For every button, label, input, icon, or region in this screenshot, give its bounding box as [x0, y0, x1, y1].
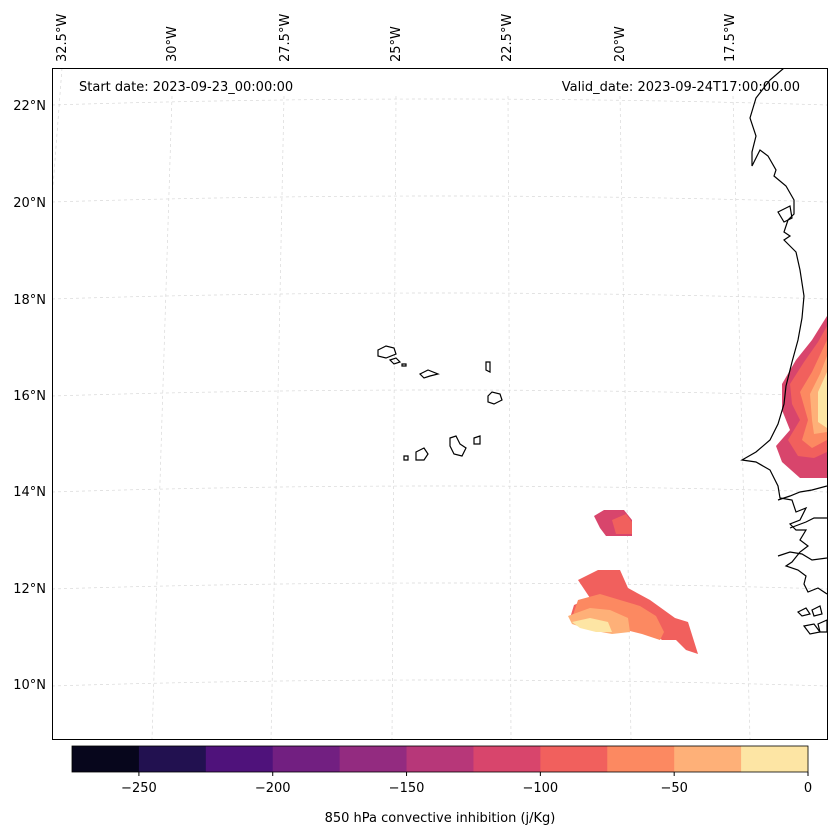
- lon-label-17.5w: 17.5°W: [723, 14, 738, 62]
- bissagos-island-4: [817, 619, 827, 633]
- island-fogo: [415, 447, 429, 461]
- cin-contour-level-6: [612, 514, 632, 534]
- colorbar: −250 −200 −150 −100 −50 0: [71, 745, 812, 796]
- cin-contour-level-4: [572, 618, 612, 632]
- colorbar-tick-label: −100: [523, 781, 559, 796]
- colorbar-segment: [540, 746, 608, 772]
- cin-contour-level-11: [818, 372, 827, 428]
- lon-label-22.5w: 22.5°W: [500, 14, 515, 62]
- valid-date-label: Valid_date: 2023-09-24T17:00:00.00: [562, 80, 800, 95]
- colorbar-segment: [607, 746, 675, 772]
- colorbar-tick-label: −200: [255, 781, 291, 796]
- colorbar-tick-label: 0: [804, 781, 812, 796]
- island-sao-vicente: [388, 357, 402, 365]
- casamance-coast: [789, 517, 827, 529]
- longitude-labels: 32.5°W 30°W 27.5°W 25°W 22.5°W 20°W 17.5…: [55, 14, 738, 62]
- lon-label-30w: 30°W: [165, 26, 180, 62]
- parallel-14n: [52, 485, 827, 493]
- lat-label-18n: 18°N: [13, 293, 46, 308]
- colorbar-tick-label: −50: [660, 781, 687, 796]
- parallel-10n: [52, 679, 827, 687]
- lat-label-20n: 20°N: [13, 196, 46, 211]
- island-santa-luzia: [401, 363, 407, 367]
- parallel-22n: [52, 98, 827, 106]
- lon-label-27.5w: 27.5°W: [278, 14, 293, 62]
- meridian-25w: [391, 95, 397, 739]
- parallel-12n: [52, 582, 827, 590]
- lon-label-32.5w: 32.5°W: [55, 14, 70, 62]
- colorbar-segment: [339, 746, 408, 772]
- parallel-16n: [52, 389, 827, 397]
- cape-verde-islands: [377, 345, 503, 461]
- lat-label-14n: 14°N: [13, 485, 46, 500]
- latitude-labels: 22°N 20°N 18°N 16°N 14°N 12°N 10°N: [13, 99, 46, 693]
- gambia-river: [777, 485, 827, 501]
- cin-contours-mid: [594, 510, 632, 536]
- meridian-27.5w: [270, 95, 285, 739]
- cin-contours-coast: [776, 316, 827, 478]
- parallel-20n: [52, 195, 827, 203]
- colorbar-segment: [72, 746, 140, 772]
- meridian-17.5w: [732, 95, 751, 739]
- island-sao-nicolau: [418, 369, 440, 379]
- island-boa-vista: [487, 391, 503, 405]
- coastline: [740, 68, 827, 635]
- meridian-30w: [151, 95, 173, 739]
- bissagos-island-2: [811, 605, 823, 617]
- map-area: [52, 68, 827, 739]
- guinea-bissau-coast: [777, 551, 827, 561]
- bissagos-island-1: [796, 607, 811, 617]
- island-sal: [485, 361, 491, 373]
- colorbar-label: 850 hPa convective inhibition (j/Kg): [325, 811, 556, 826]
- lon-label-25w: 25°W: [389, 26, 404, 62]
- colorbar-tick-label: −150: [389, 781, 425, 796]
- africa-coastline: [740, 68, 827, 595]
- island-santo-antao: [377, 345, 397, 359]
- island-brava: [403, 455, 409, 461]
- colorbar-segment: [674, 746, 742, 772]
- cin-contours-south: [568, 570, 698, 654]
- colorbar-tick-label: −250: [121, 781, 157, 796]
- start-date-label: Start date: 2023-09-23_00:00:00: [79, 80, 293, 95]
- colorbar-segment: [406, 746, 474, 772]
- parallel-18n: [52, 292, 827, 300]
- colorbar-segment: [741, 746, 809, 772]
- lat-label-12n: 12°N: [13, 582, 46, 597]
- colorbar-segment: [473, 746, 541, 772]
- map-frame: [52, 68, 828, 740]
- lat-label-16n: 16°N: [13, 389, 46, 404]
- colorbar-segment: [272, 746, 341, 772]
- meridian-32.5w: [52, 68, 63, 201]
- island-maio: [473, 435, 481, 445]
- meridian-22.5w: [507, 95, 512, 739]
- cape-blanc: [777, 205, 793, 223]
- lat-label-22n: 22°N: [13, 99, 46, 114]
- lon-label-20w: 20°W: [613, 26, 628, 62]
- lat-label-10n: 10°N: [13, 678, 46, 693]
- island-santiago: [449, 435, 467, 457]
- colorbar-segment: [138, 746, 207, 772]
- colorbar-frame: [71, 745, 809, 773]
- colorbar-segment: [205, 746, 274, 772]
